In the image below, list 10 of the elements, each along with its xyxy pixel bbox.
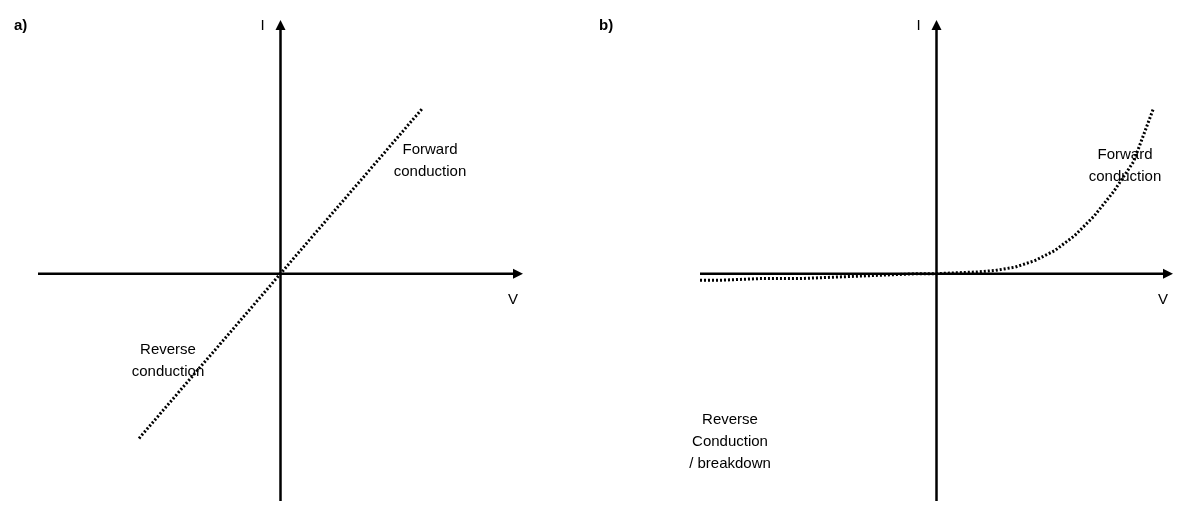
x-axis-title: V	[507, 289, 519, 307]
chart-title: a)	[14, 16, 28, 33]
annotation: Forward conduction	[392, 139, 468, 181]
text: Reverse Conduction / breakdown	[688, 409, 772, 473]
y-axis-title: I	[916, 16, 921, 33]
annotation: Reverse conduction	[130, 339, 206, 381]
x-axis-title: V	[1157, 289, 1169, 307]
annotation: Forward conduction	[1087, 144, 1163, 186]
chart-title: b)	[599, 16, 614, 33]
y-axis-title: I	[260, 16, 265, 33]
